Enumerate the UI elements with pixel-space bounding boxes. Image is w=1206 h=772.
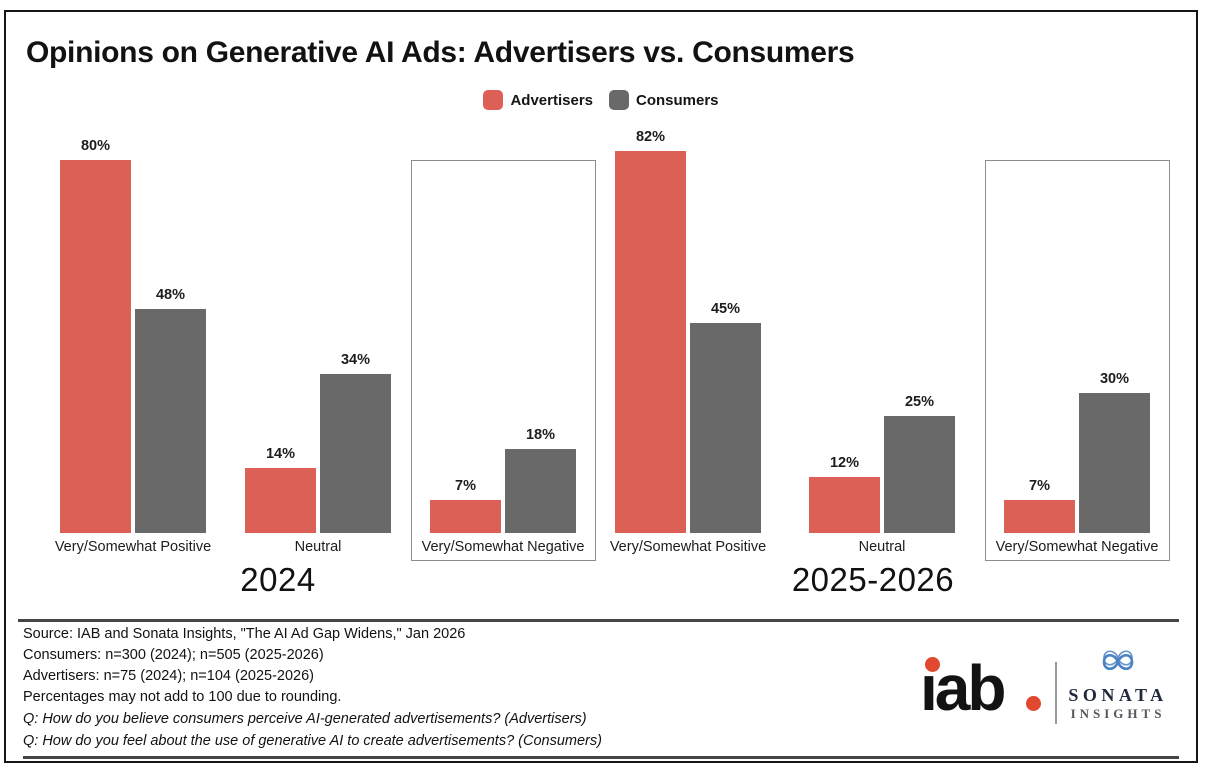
legend-item-consumers: Consumers [609,90,719,110]
legend: Advertisers Consumers [6,90,1196,110]
bar-advertisers-2024-1 [245,468,316,533]
consumers-sample-note: Consumers: n=300 (2024); n=505 (2025-202… [23,647,324,663]
legend-label-advertisers: Advertisers [510,91,593,109]
highlight-box-2025-2026 [985,160,1170,561]
question-advertisers-note: Q: How do you believe consumers perceive… [23,711,587,727]
bar-consumers-2025-2026-0 [690,323,761,533]
value-label-consumers-2025-2026-2: 30% [1099,371,1130,387]
source-note: Source: IAB and Sonata Insights, "The AI… [23,626,466,642]
bar-consumers-2024-0 [135,309,206,533]
value-label-consumers-2024-1: 34% [340,352,371,368]
advertisers-sample-note: Advertisers: n=75 (2024); n=104 (2025-20… [23,668,314,684]
advertisers-swatch-icon [483,90,504,110]
bar-advertisers-2024-0 [60,160,131,533]
value-label-consumers-2024-0: 48% [155,287,186,303]
iab-period-dot-icon [1026,696,1041,711]
value-label-consumers-2024-2: 18% [525,427,556,443]
category-label-2025-2026-2: Very/Somewhat Negative [995,539,1159,555]
bar-consumers-2024-2 [505,449,576,533]
rounding-note: Percentages may not add to 100 due to ro… [23,689,342,705]
value-label-advertisers-2025-2026-0: 82% [635,129,666,145]
legend-label-consumers: Consumers [636,91,719,109]
bar-advertisers-2025-2026-2 [1004,500,1075,533]
value-label-advertisers-2025-2026-2: 7% [1029,478,1050,494]
category-label-2025-2026-1: Neutral [858,539,906,555]
period-label-2024: 2024 [240,561,316,598]
chart-frame: Opinions on Generative AI Ads: Advertise… [4,10,1198,763]
sonata-logo-line1: SONATA [1068,685,1168,705]
page-title: Opinions on Generative AI Ads: Advertise… [26,36,855,69]
value-label-advertisers-2024-1: 14% [265,446,296,462]
legend-item-advertisers: Advertisers [483,90,593,110]
sonata-logo-icon [1102,650,1134,671]
value-label-advertisers-2024-0: 80% [80,138,111,154]
value-label-advertisers-2025-2026-1: 12% [829,455,860,471]
consumers-swatch-icon [609,90,629,110]
value-label-consumers-2025-2026-0: 45% [710,301,741,317]
category-label-2024-1: Neutral [294,539,342,555]
bar-chart: 80% 48% Very/Somewhat Positive 14% 34% Neutra… [6,12,1196,761]
bar-advertisers-2025-2026-0 [615,151,686,533]
bar-consumers-2025-2026-1 [884,416,955,533]
value-label-consumers-2025-2026-1: 25% [904,394,935,410]
iab-logo: ıab [920,656,1070,740]
category-label-2024-2: Very/Somewhat Negative [421,539,585,555]
footer-top-divider [18,619,1179,622]
iab-tittle-dot-icon [925,657,940,672]
sonata-logo-line2: INSIGHTS [1070,706,1166,721]
highlight-box-2024 [411,160,596,561]
category-label-2024-0: Very/Somewhat Positive [54,539,212,555]
question-consumers-note: Q: How do you feel about the use of gene… [23,733,602,749]
footer-bottom-divider [23,756,1179,759]
bar-advertisers-2025-2026-1 [809,477,880,533]
category-label-2025-2026-0: Very/Somewhat Positive [609,539,767,555]
logo-divider [1055,662,1057,724]
bar-consumers-2024-1 [320,374,391,533]
value-label-advertisers-2024-2: 7% [455,478,476,494]
sonata-insights-logo: SONATA INSIGHTS [1058,645,1178,722]
bar-consumers-2025-2026-2 [1079,393,1150,533]
bar-advertisers-2024-2 [430,500,501,533]
period-label-2025-2026: 2025-2026 [791,561,955,598]
